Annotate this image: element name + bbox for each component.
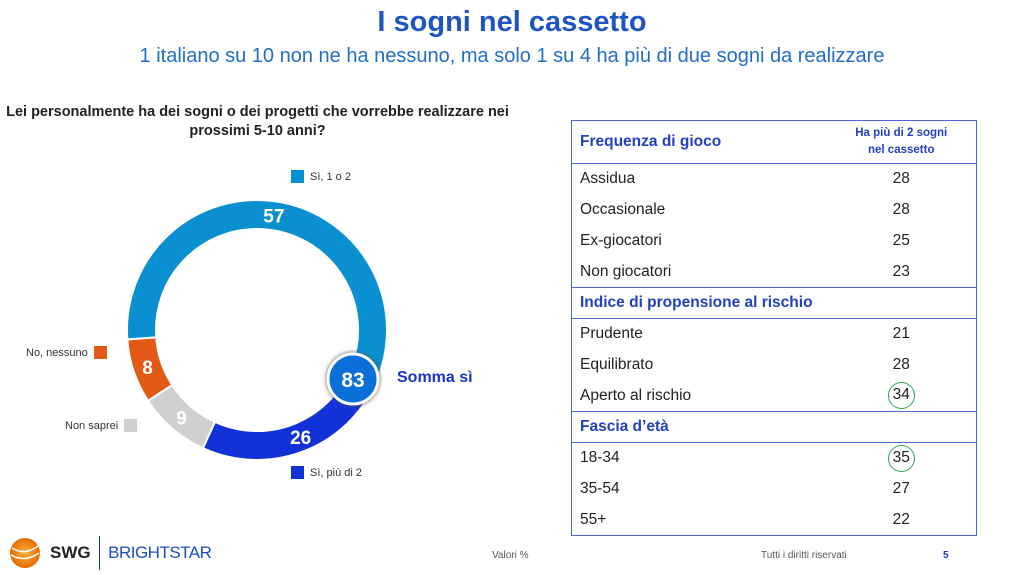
table-row: 35-54 27 xyxy=(572,474,977,505)
cell-value: 28 xyxy=(892,356,910,373)
row-label: 35-54 xyxy=(580,480,620,497)
table-row: Non giocatori 23 xyxy=(572,257,977,288)
section-header: Frequenza di gioco Ha più di 2 sogni nel … xyxy=(571,120,977,164)
table-row: Equilibrato 28 xyxy=(572,350,977,381)
row-label: 18-34 xyxy=(580,449,620,467)
somma-bubble xyxy=(326,352,380,406)
cell-value: 34 xyxy=(892,386,910,404)
footer-note: Valori % xyxy=(492,550,529,561)
cell-value: 23 xyxy=(892,262,910,280)
table-row: Prudente 21 xyxy=(572,319,977,350)
legend-label: No, nessuno xyxy=(26,346,88,359)
logo: SWG BRIGHTSTAR xyxy=(8,536,212,570)
slice-label: 26 xyxy=(290,428,311,449)
row-label: Assidua xyxy=(580,170,636,188)
cell-value: 25 xyxy=(892,232,910,249)
donut-slice xyxy=(126,199,388,378)
legend-item: Sì, 1 o 2 xyxy=(291,170,351,183)
somma-value: 83 xyxy=(341,369,364,392)
cell-value: 21 xyxy=(892,325,910,343)
slice-label: 8 xyxy=(142,358,153,379)
page-title: I sogni nel cassetto xyxy=(377,6,647,38)
footer-rights: Tutti i diritti riservati xyxy=(761,550,847,561)
donut-chart: 57 26 9 8 83 xyxy=(126,199,388,461)
page-subtitle: 1 italiano su 10 non ne ha nessuno, ma s… xyxy=(139,45,885,67)
somma-label: Somma sì xyxy=(397,369,473,386)
cell-value: 28 xyxy=(892,170,910,188)
logo-swg: SWG xyxy=(50,543,91,562)
section-header: Fascia d’età xyxy=(571,411,977,443)
page-number: 5 xyxy=(943,550,949,561)
slice-label: 57 xyxy=(263,207,284,228)
row-label: Occasionale xyxy=(580,201,666,218)
legend-swatch xyxy=(93,346,107,359)
legend-swatch xyxy=(291,170,304,183)
slice-label: 9 xyxy=(176,408,187,429)
legend-item: No, nessuno xyxy=(26,346,107,359)
donut-slice xyxy=(126,336,174,403)
table-row: 18-34 35 xyxy=(572,443,977,474)
table-row: Aperto al rischio 34 xyxy=(572,381,977,412)
row-label: Aperto al rischio xyxy=(580,386,692,404)
legend-item: Non saprei xyxy=(65,419,138,432)
row-label: 55+ xyxy=(580,510,607,528)
row-label: Prudente xyxy=(580,325,643,343)
legend-label: Sì, più di 2 xyxy=(310,466,362,479)
column-header: Ha più di 2 sogni nel cassetto xyxy=(855,127,948,156)
swg-logo-icon xyxy=(10,538,40,568)
legend-swatch xyxy=(291,466,304,479)
highlight-circle: 35 xyxy=(887,444,915,472)
legend-swatch xyxy=(124,419,138,432)
logo-brightstar: BRIGHTSTAR xyxy=(108,543,212,562)
cell-value: 28 xyxy=(892,201,910,218)
legend-label: Sì, 1 o 2 xyxy=(310,170,351,183)
cell-value: 35 xyxy=(892,448,910,466)
chart-question: Lei personalmente ha dei sogni o dei pro… xyxy=(6,104,509,139)
table-row: Ex-giocatori 25 xyxy=(572,226,977,257)
cell-value: 27 xyxy=(892,480,910,497)
section-header: Indice di propensione al rischio xyxy=(571,287,977,319)
cell-value: 22 xyxy=(892,510,910,528)
row-label: Non giocatori xyxy=(580,262,672,280)
row-label: Ex-giocatori xyxy=(580,232,662,249)
table-row: 55+ 22 xyxy=(572,505,977,536)
highlight-circle: 34 xyxy=(887,382,915,410)
data-table: Frequenza di gioco Ha più di 2 sogni nel … xyxy=(571,120,977,536)
table-row: Occasionale 28 xyxy=(572,195,977,226)
legend-label: Non saprei xyxy=(65,419,119,432)
row-label: Equilibrato xyxy=(580,356,654,373)
table-row: Assidua 28 xyxy=(572,164,977,195)
legend-item: Sì, più di 2 xyxy=(291,466,362,479)
